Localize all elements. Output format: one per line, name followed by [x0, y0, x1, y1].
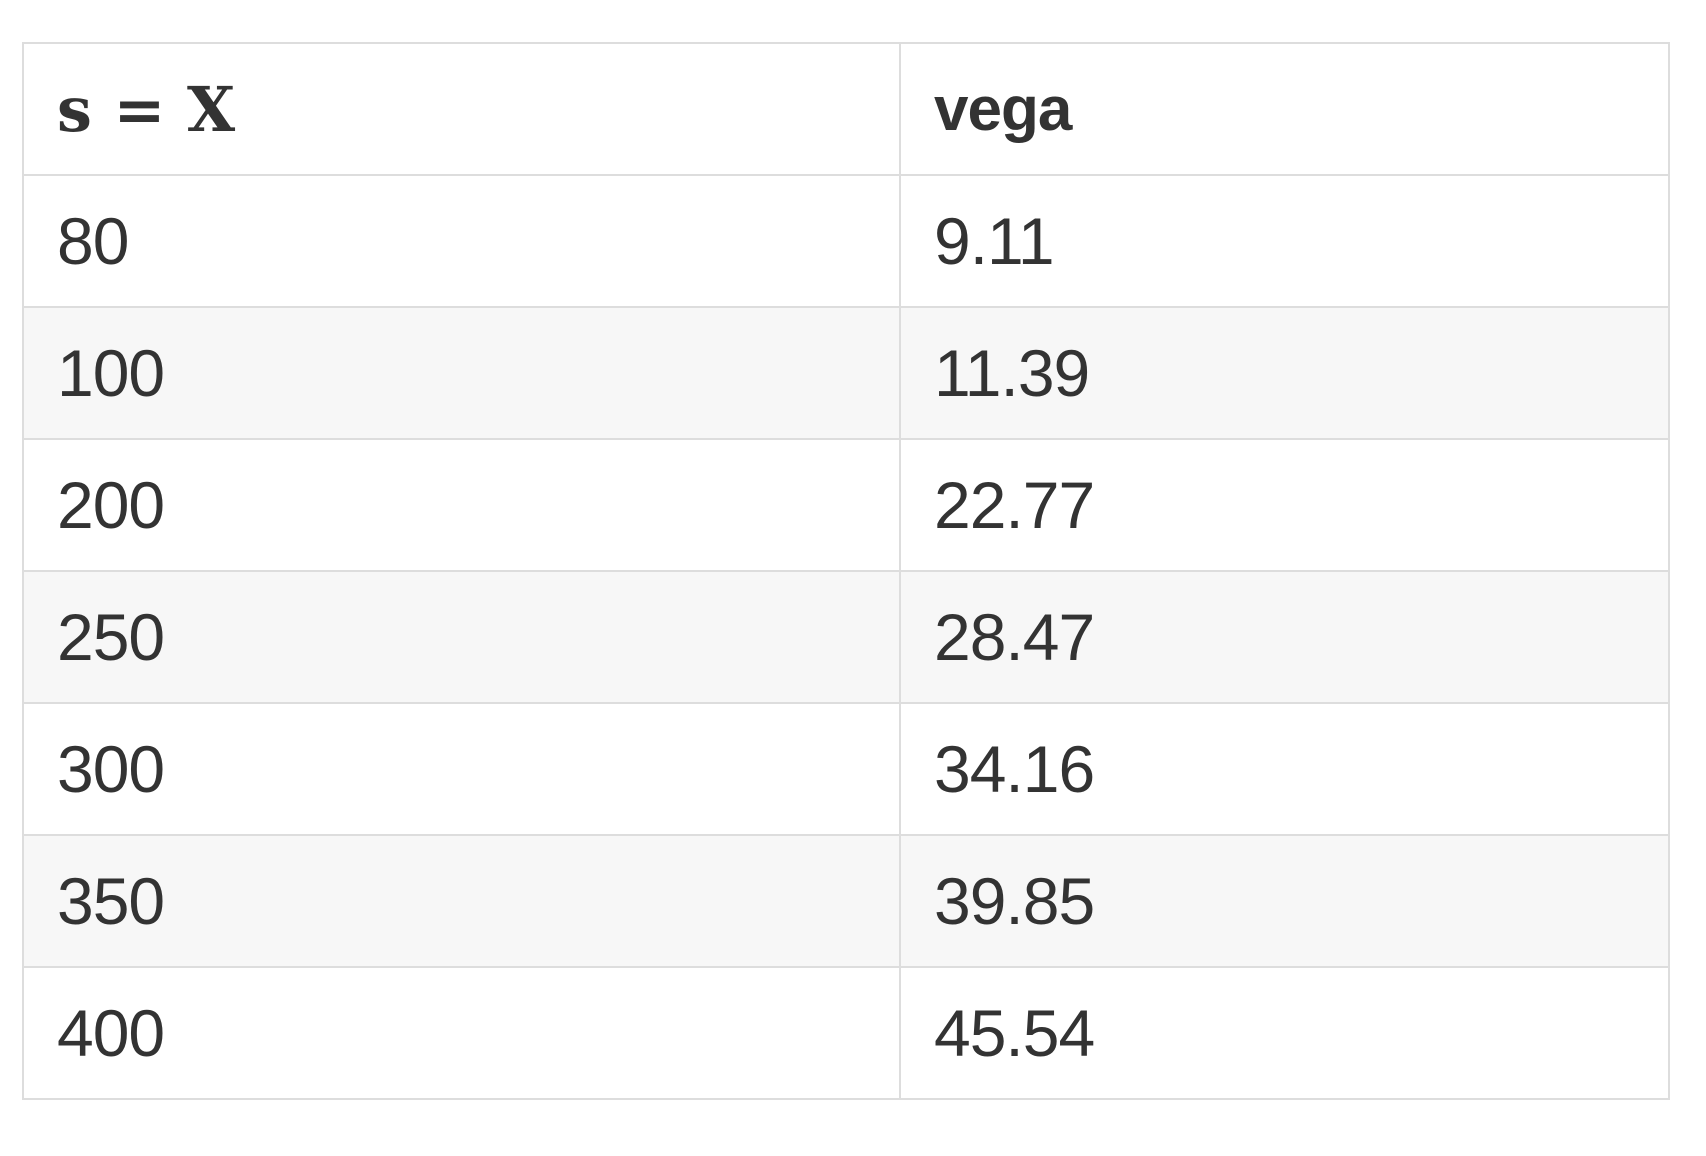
- cell-vega-value: 9.11: [899, 174, 1670, 308]
- header-cell-vega: vega: [899, 42, 1670, 176]
- cell-s-value: 80: [22, 174, 901, 308]
- table-row: 250 28.47: [22, 570, 1670, 704]
- table-row: 100 11.39: [22, 306, 1670, 440]
- header-cell-s-equals-x: s = X: [22, 42, 901, 176]
- cell-s-value: 400: [22, 966, 901, 1100]
- vega-table: s = X vega 80 9.11 100 11.39 200 22.77 2…: [22, 42, 1670, 1100]
- cell-s-value: 300: [22, 702, 901, 836]
- cell-s-value: 200: [22, 438, 901, 572]
- header-row: s = X vega: [22, 42, 1670, 176]
- cell-vega-value: 39.85: [899, 834, 1670, 968]
- cell-s-value: 250: [22, 570, 901, 704]
- table-row: 300 34.16: [22, 702, 1670, 836]
- cell-vega-value: 11.39: [899, 306, 1670, 440]
- table-body: 80 9.11 100 11.39 200 22.77 250 28.47 30…: [22, 174, 1670, 1100]
- table-row: 200 22.77: [22, 438, 1670, 572]
- table-row: 400 45.54: [22, 966, 1670, 1100]
- cell-vega-value: 34.16: [899, 702, 1670, 836]
- cell-vega-value: 28.47: [899, 570, 1670, 704]
- header-label-vega: vega: [934, 74, 1072, 144]
- cell-s-value: 100: [22, 306, 901, 440]
- table-header: s = X vega: [22, 42, 1670, 176]
- cell-s-value: 350: [22, 834, 901, 968]
- table-row: 80 9.11: [22, 174, 1670, 308]
- cell-vega-value: 22.77: [899, 438, 1670, 572]
- header-label-s-equals-x: s = X: [57, 72, 236, 146]
- cell-vega-value: 45.54: [899, 966, 1670, 1100]
- table-row: 350 39.85: [22, 834, 1670, 968]
